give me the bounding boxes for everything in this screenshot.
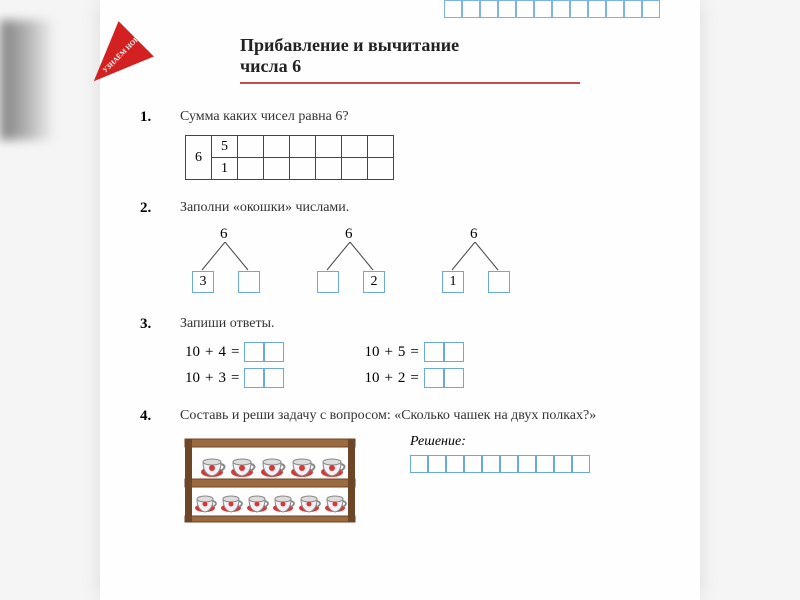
problem-4-number: 4.: [140, 408, 151, 425]
workbook-page: Прибавление и вычитание числа 6 1. Сумма…: [100, 0, 700, 600]
sum-table: 6 5 1: [185, 135, 394, 180]
solution-label: Решение:: [410, 434, 590, 450]
problem-3-text: Запиши ответы.: [180, 316, 660, 332]
top-shelf-cups: [201, 459, 345, 477]
branch-row: 6 3 6 2 6 1: [190, 226, 660, 296]
eq-r2: 10 + 2 =: [364, 368, 463, 388]
branch-3: 6 1: [440, 226, 510, 296]
title-underline: [240, 82, 580, 84]
problem-3-number: 3.: [140, 316, 151, 333]
problem-1-text: Сумма каких чисел равна 6?: [180, 109, 660, 125]
problem-2: 2. Заполни «окошки» числами. 6 3 6 2 6 1: [160, 200, 660, 296]
eq-l1: 10 + 4 =: [185, 342, 284, 362]
problem-4: 4. Составь и реши задачу с вопросом: «Ск…: [160, 408, 660, 524]
equations-left-col: 10 + 4 = 10 + 3 =: [185, 342, 284, 388]
answer-boxes[interactable]: [244, 368, 284, 388]
table-six-cell: 6: [186, 136, 212, 180]
eq-r1: 10 + 5 =: [364, 342, 463, 362]
shelf-area: Решение:: [180, 434, 660, 524]
answer-boxes[interactable]: [244, 342, 284, 362]
problem-2-number: 2.: [140, 200, 151, 217]
problem-3: 3. Запиши ответы. 10 + 4 = 10 + 3 =: [160, 316, 660, 388]
top-grid-cells: [444, 0, 660, 18]
equations-row: 10 + 4 = 10 + 3 = 10 + 5: [185, 342, 660, 388]
problem-4-text: Составь и реши задачу с вопросом: «Сколь…: [180, 408, 660, 424]
answer-boxes[interactable]: [424, 368, 464, 388]
lesson-title: Прибавление и вычитание числа 6: [240, 35, 660, 84]
title-line-1: Прибавление и вычитание: [240, 35, 660, 56]
branch-2: 6 2: [315, 226, 385, 296]
title-line-2: числа 6: [240, 56, 660, 77]
table-r2: 1: [212, 158, 238, 180]
answer-boxes[interactable]: [424, 342, 464, 362]
eq-l2: 10 + 3 =: [185, 368, 284, 388]
solution-block: Решение:: [410, 434, 590, 473]
problem-1: 1. Сумма каких чисел равна 6? 6 5 1: [160, 109, 660, 180]
solution-boxes[interactable]: [410, 455, 590, 473]
table-r1: 5: [212, 136, 238, 158]
scan-shadow: [0, 20, 55, 140]
problem-1-number: 1.: [140, 109, 151, 126]
problem-2-text: Заполни «окошки» числами.: [180, 200, 660, 216]
equations-right-col: 10 + 5 = 10 + 2 =: [364, 342, 463, 388]
bottom-shelf-cups: [195, 496, 346, 512]
branch-1: 6 3: [190, 226, 260, 296]
cups-shelf-illustration: [180, 434, 360, 524]
